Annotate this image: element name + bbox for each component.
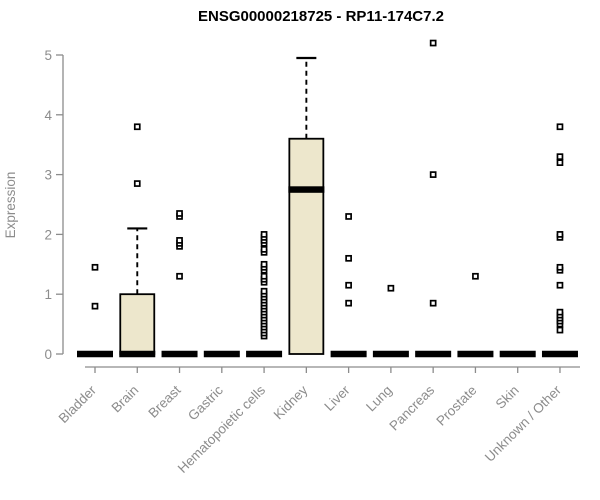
median-breast [161, 350, 198, 358]
outlier-point [556, 263, 564, 271]
outlier-point [260, 260, 268, 268]
median-gastric [203, 350, 240, 358]
outlier-point [345, 254, 352, 262]
median-unknown-other [541, 350, 578, 358]
outlier-point [176, 272, 183, 280]
x-tick-label-lung: Lung [363, 383, 395, 415]
outlier-point [176, 210, 183, 217]
box-brain [119, 293, 156, 355]
outlier-point [429, 39, 437, 47]
median-lung [372, 350, 409, 358]
outlier-point [133, 123, 141, 131]
median-liver [330, 350, 367, 358]
x-tick-label-prostate: Prostate [433, 383, 479, 429]
outlier-point [429, 299, 437, 307]
x-tick-label-unknown-other: Unknown / Other [482, 382, 565, 465]
outlier-point [345, 281, 352, 289]
outlier-point [133, 180, 141, 187]
y-tick-label-1: 1 [44, 287, 52, 302]
outlier-point [556, 231, 564, 238]
outlier-point [556, 326, 564, 334]
y-tick-label-0: 0 [44, 347, 52, 362]
outlier-point [472, 272, 479, 280]
median-kidney [288, 186, 325, 193]
outlier-point [260, 231, 268, 238]
median-brain [119, 350, 156, 358]
median-bladder [77, 350, 113, 358]
median-hematopoietic-cells [246, 350, 283, 358]
outlier-point [260, 287, 268, 295]
outlier-point [260, 246, 268, 253]
outlier-point [429, 171, 437, 178]
outlier-point [176, 237, 183, 244]
x-tick-label-kidney: Kidney [271, 382, 311, 422]
y-tick-label-4: 4 [44, 108, 52, 123]
x-tick-label-brain: Brain [108, 383, 141, 416]
median-pancreas [415, 350, 452, 358]
x-tick-label-gastric: Gastric [185, 382, 226, 423]
outlier-point [556, 281, 564, 289]
x-tick-label-skin: Skin [493, 383, 522, 412]
chart-title: ENSG00000218725 - RP11-174C7.2 [198, 8, 444, 25]
outlier-point [556, 159, 564, 166]
outlier-point [387, 284, 395, 292]
outlier-point [556, 308, 564, 316]
outlier-point [91, 263, 99, 271]
outlier-point [260, 272, 268, 280]
median-skin [499, 350, 536, 358]
outlier-point [345, 299, 352, 307]
x-tick-label-pancreas: Pancreas [386, 382, 437, 433]
box-kidney [288, 137, 325, 355]
y-tick-label-3: 3 [44, 168, 52, 183]
outlier-point [556, 153, 564, 161]
y-axis-label: Expression [3, 172, 18, 239]
y-tick-label-2: 2 [44, 227, 52, 242]
x-tick-label-breast: Breast [145, 382, 183, 420]
y-tick-label-5: 5 [44, 48, 52, 63]
x-tick-label-liver: Liver [321, 382, 353, 414]
x-tick-label-bladder: Bladder [56, 382, 100, 426]
median-prostate [457, 350, 494, 358]
outlier-point [91, 302, 99, 310]
outlier-point [345, 213, 352, 220]
outlier-point [556, 123, 564, 131]
